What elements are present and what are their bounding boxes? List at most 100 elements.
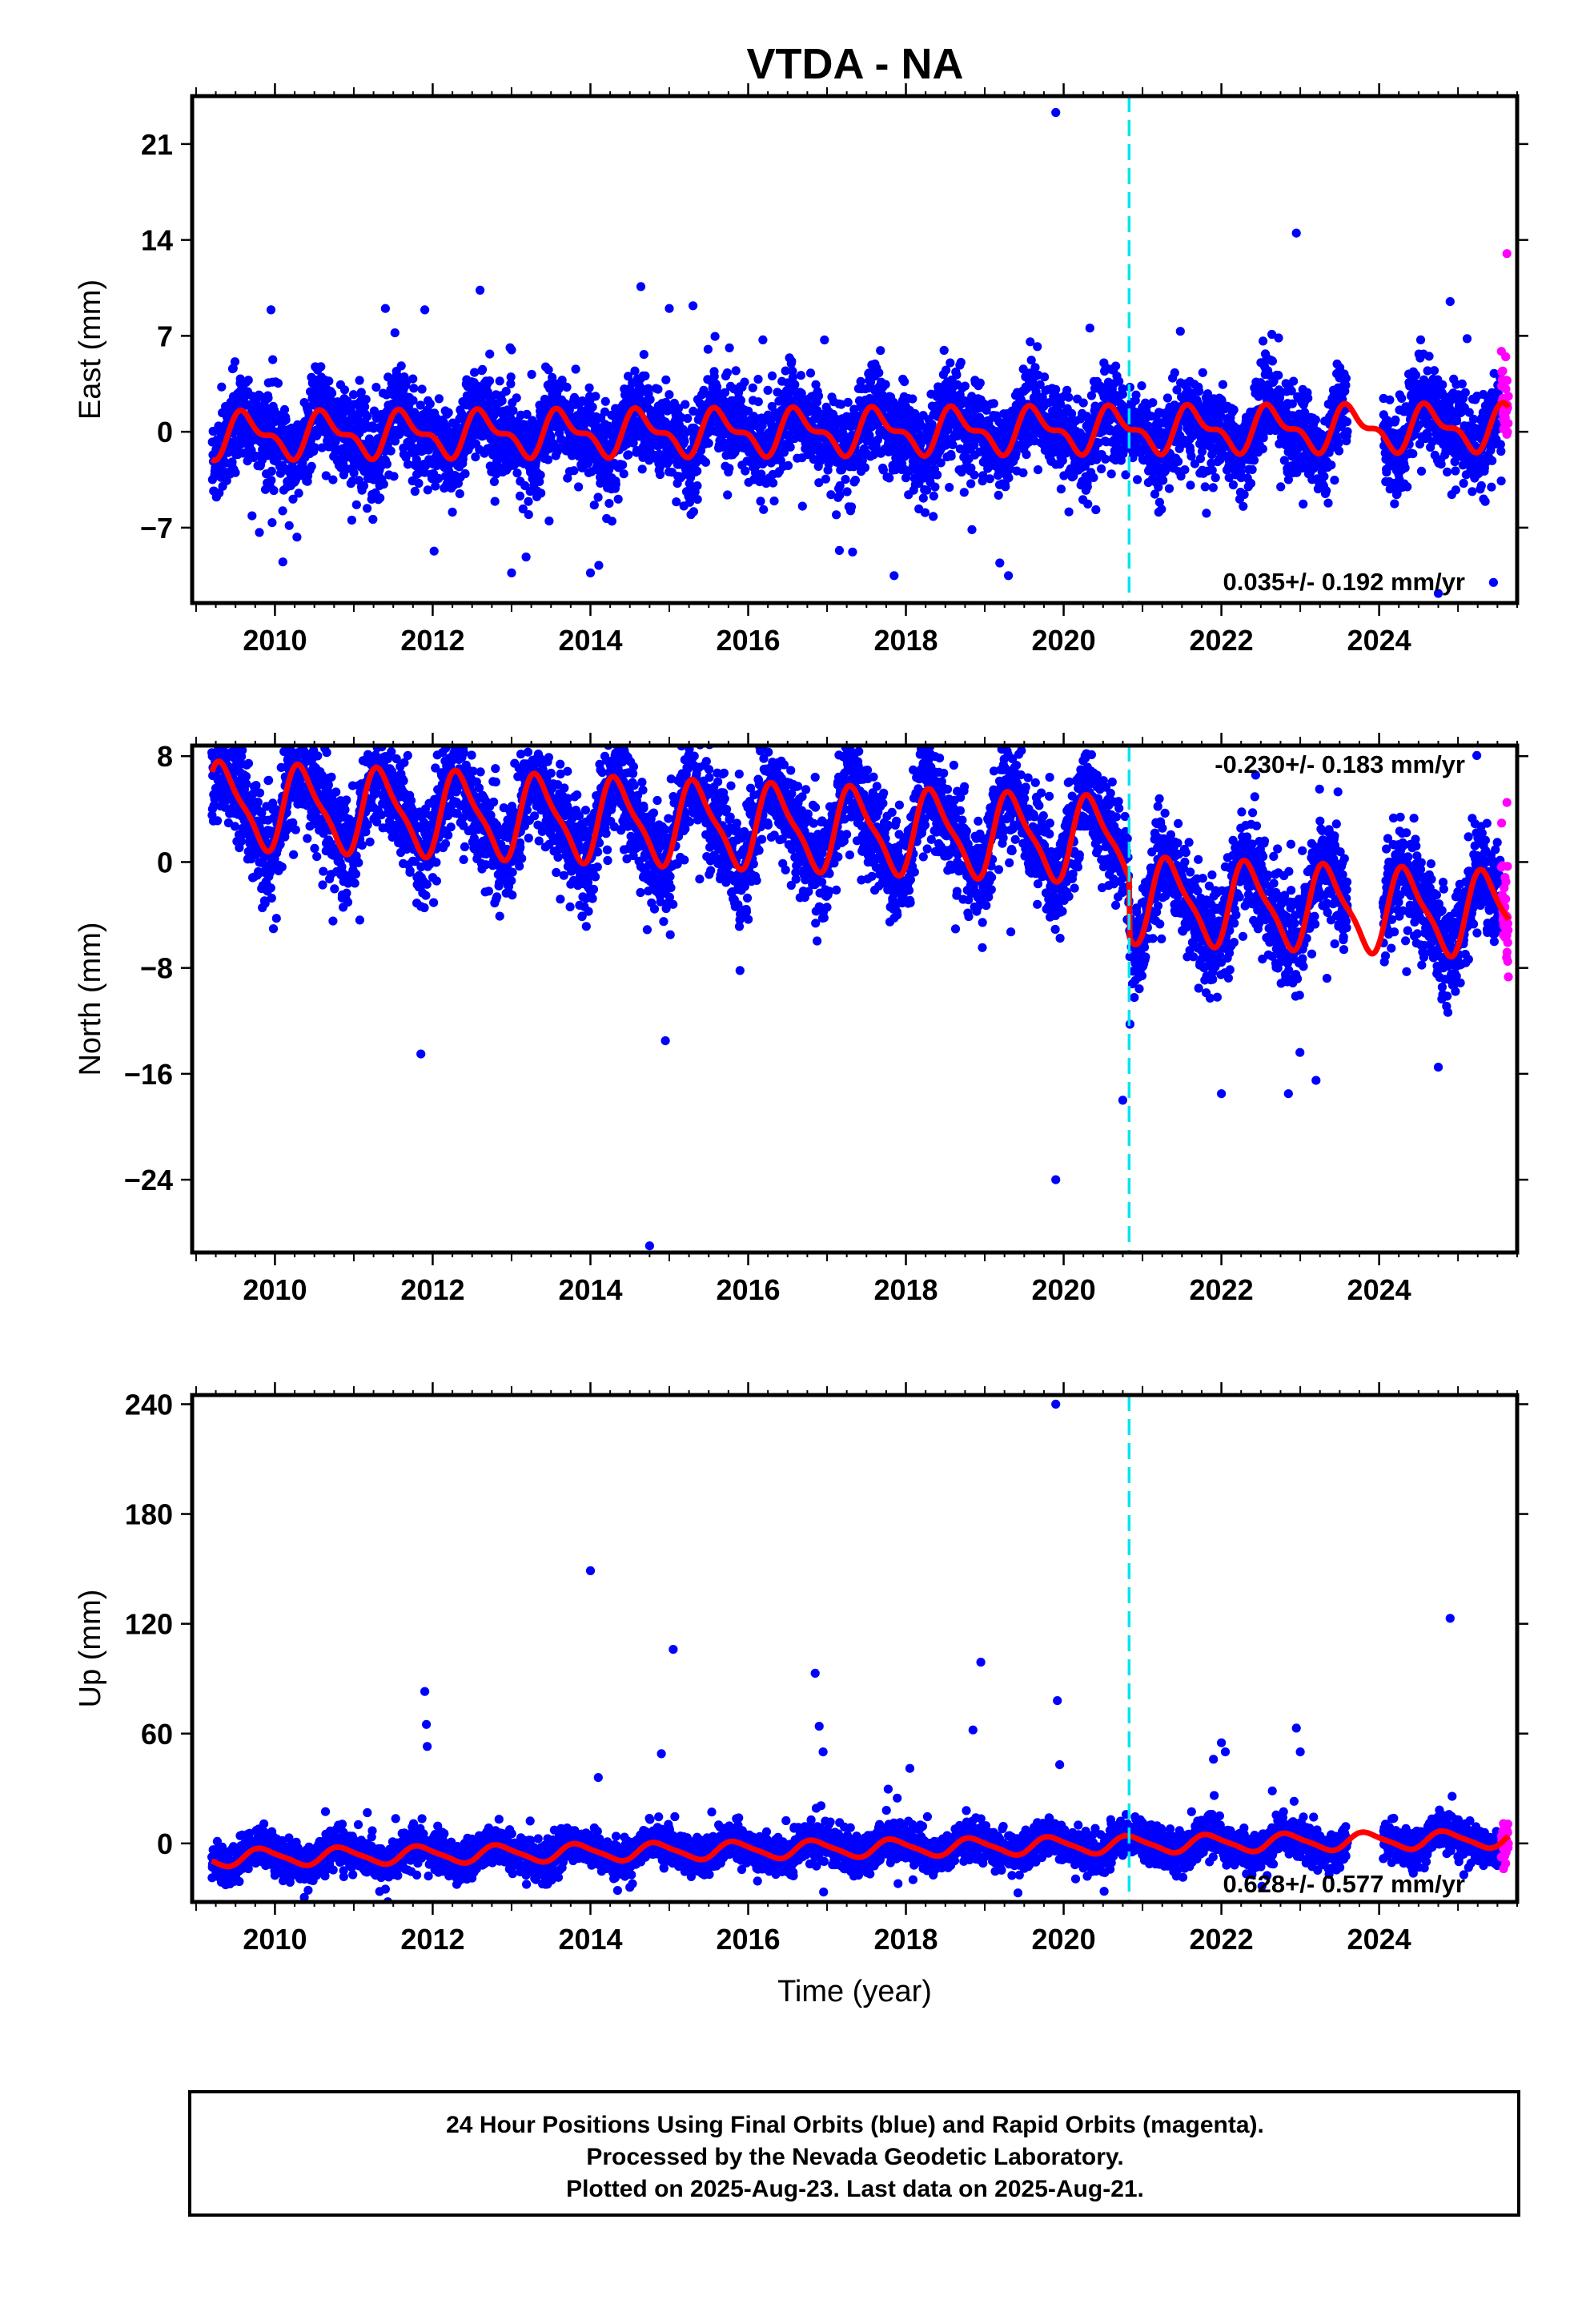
final-point — [478, 364, 488, 374]
final-point — [1239, 489, 1249, 500]
final-point — [1106, 469, 1116, 479]
final-point — [321, 471, 331, 480]
final-point — [408, 374, 418, 384]
final-point — [425, 399, 435, 408]
final-point — [630, 366, 640, 376]
final-point — [423, 485, 432, 495]
final-point — [268, 355, 278, 364]
final-point — [1131, 390, 1141, 400]
final-point — [704, 438, 713, 448]
final-point — [1258, 444, 1267, 454]
final-point — [591, 392, 600, 401]
final-point — [783, 460, 793, 471]
final-point — [434, 473, 444, 484]
final-point — [524, 497, 533, 506]
final-point — [693, 481, 702, 491]
final-point — [284, 521, 294, 530]
final-point — [409, 384, 419, 393]
final-point — [512, 393, 521, 403]
final-point — [1259, 336, 1268, 346]
final-point — [876, 346, 885, 356]
final-point — [508, 406, 518, 416]
final-point — [748, 383, 757, 392]
final-point — [327, 388, 337, 398]
final-point — [922, 485, 932, 495]
final-point — [1322, 486, 1331, 496]
final-point — [1208, 483, 1218, 493]
final-point — [1040, 372, 1050, 382]
final-point — [1133, 475, 1142, 485]
final-point — [683, 413, 693, 424]
final-point — [753, 397, 763, 407]
final-point — [355, 376, 364, 385]
final-point — [255, 528, 264, 537]
final-point — [339, 385, 350, 395]
final-point — [361, 395, 371, 404]
final-point — [247, 511, 257, 521]
final-point — [536, 489, 546, 498]
final-point — [316, 362, 326, 372]
final-point — [485, 349, 495, 359]
final-point — [281, 415, 291, 424]
final-point — [1004, 473, 1014, 483]
final-point — [351, 500, 361, 509]
final-point — [1319, 472, 1329, 481]
final-point — [217, 382, 227, 392]
final-point — [324, 376, 334, 386]
final-point — [693, 495, 702, 505]
final-point — [1289, 376, 1299, 386]
final-point — [527, 369, 536, 380]
east-plot-area — [207, 96, 1513, 603]
final-point — [569, 466, 579, 476]
final-point — [994, 490, 1003, 501]
final-point — [929, 512, 938, 521]
final-point — [544, 455, 553, 464]
final-point — [834, 545, 844, 556]
final-point — [431, 481, 440, 491]
final-point — [731, 366, 741, 376]
final-point — [701, 457, 711, 467]
final-point — [613, 494, 623, 504]
final-point — [343, 396, 352, 406]
final-point — [1259, 433, 1268, 443]
final-point — [680, 436, 689, 446]
final-point — [574, 482, 584, 492]
final-point — [959, 488, 969, 497]
final-point — [1202, 509, 1211, 518]
final-point — [417, 384, 427, 394]
final-point — [562, 382, 572, 392]
final-point — [918, 493, 928, 503]
final-point — [710, 332, 720, 341]
final-point — [1229, 405, 1239, 415]
final-point — [1157, 505, 1166, 514]
final-point — [227, 457, 237, 467]
final-point — [1083, 499, 1093, 509]
final-point — [813, 391, 824, 400]
final-point — [1091, 505, 1101, 515]
final-point — [267, 518, 277, 528]
final-point — [640, 371, 650, 380]
final-point — [349, 390, 359, 400]
final-point — [1180, 465, 1190, 475]
final-point — [624, 450, 633, 460]
final-point — [841, 475, 850, 485]
final-point — [544, 365, 553, 375]
final-point — [360, 402, 370, 412]
final-point — [589, 501, 599, 510]
final-point — [920, 508, 930, 517]
final-point — [689, 507, 699, 517]
final-point — [363, 412, 372, 421]
final-point — [382, 459, 391, 469]
final-point — [536, 470, 545, 480]
final-point — [396, 361, 406, 371]
final-point — [507, 345, 516, 355]
final-point — [1170, 368, 1179, 378]
final-point — [753, 375, 763, 384]
final-point — [294, 489, 303, 498]
final-point — [1246, 479, 1256, 489]
final-point — [655, 469, 665, 480]
final-point — [1056, 485, 1066, 494]
final-point — [967, 525, 977, 535]
final-point — [476, 285, 485, 295]
final-point — [416, 400, 425, 410]
